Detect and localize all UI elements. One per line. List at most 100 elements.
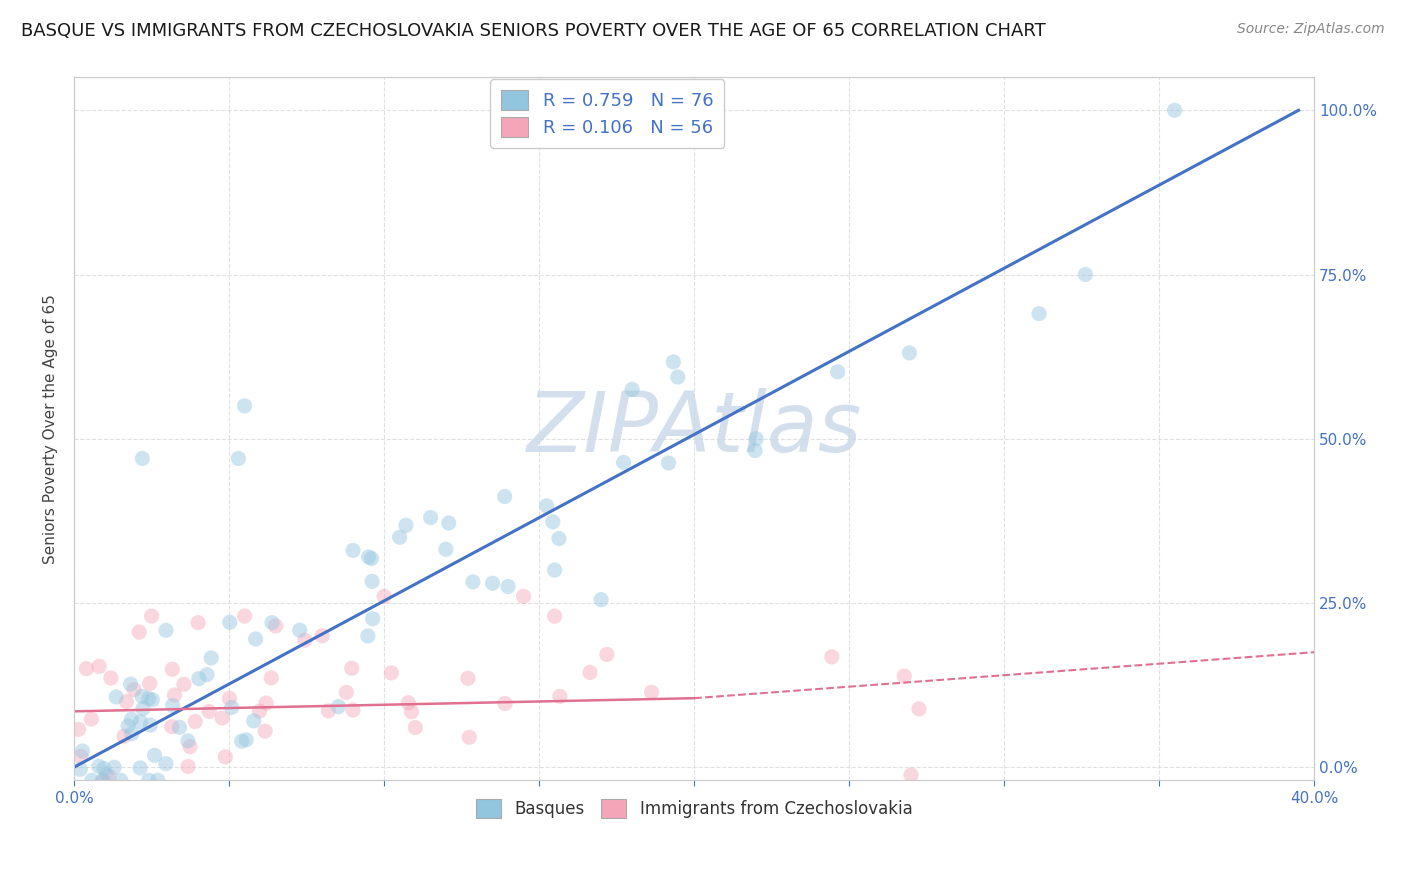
Point (357, 549, 380, 564)
Point (231, 734, 253, 748)
Point (264, 619, 287, 633)
Point (342, 703, 364, 717)
Point (184, 714, 207, 729)
Point (388, 530, 411, 544)
Point (543, 563, 565, 577)
Point (70, 749, 93, 764)
Point (541, 515, 564, 529)
Point (214, 750, 236, 764)
Point (179, 739, 201, 754)
Point (311, 629, 333, 643)
Point (512, 590, 534, 604)
Point (481, 576, 503, 591)
Point (548, 532, 571, 546)
Point (1028, 307, 1050, 321)
Point (288, 624, 311, 638)
Point (103, 760, 125, 774)
Point (98, 769, 121, 783)
Point (138, 691, 160, 706)
Point (245, 632, 267, 646)
Point (434, 542, 457, 557)
Point (160, 720, 183, 734)
Point (235, 732, 257, 747)
Point (155, 756, 177, 771)
Point (579, 665, 602, 680)
Y-axis label: Seniors Poverty Over the Age of 65: Seniors Poverty Over the Age of 65 (44, 294, 58, 564)
Point (373, 590, 395, 604)
Point (195, 667, 218, 681)
Point (548, 690, 571, 704)
Point (596, 648, 619, 662)
Point (128, 625, 150, 640)
Text: Source: ZipAtlas.com: Source: ZipAtlas.com (1237, 22, 1385, 37)
Point (893, 669, 915, 683)
Point (543, 609, 565, 624)
Point (143, 748, 166, 763)
Point (198, 705, 221, 719)
Point (120, 677, 142, 691)
Point (396, 696, 419, 710)
Point (177, 759, 200, 773)
Point (89, 659, 111, 673)
Point (745, 432, 768, 446)
Point (827, 365, 849, 379)
Point (254, 724, 277, 739)
Point (898, 346, 921, 360)
Point (494, 490, 516, 504)
Point (162, 662, 184, 676)
Point (260, 615, 283, 630)
Point (640, 685, 662, 699)
Text: ZIPAtlas: ZIPAtlas (526, 388, 862, 469)
Point (138, 773, 160, 788)
Point (457, 671, 479, 685)
Point (80, 712, 103, 726)
Point (200, 651, 222, 665)
Point (419, 510, 441, 524)
Point (96, 768, 118, 782)
Point (395, 518, 418, 533)
Point (173, 677, 195, 691)
Point (112, 729, 135, 743)
Point (318, 704, 340, 718)
Point (163, 688, 186, 702)
Point (294, 633, 316, 648)
Point (328, 699, 350, 714)
Point (131, 451, 153, 466)
Point (657, 456, 679, 470)
Point (613, 455, 636, 469)
Point (233, 399, 256, 413)
Point (87, 759, 110, 773)
Point (461, 574, 484, 589)
Point (67, 723, 90, 737)
Point (169, 720, 191, 734)
Point (243, 714, 266, 728)
Point (1074, 268, 1097, 282)
Point (131, 690, 153, 704)
Text: BASQUE VS IMMIGRANTS FROM CZECHOSLOVAKIA SENIORS POVERTY OVER THE AGE OF 65 CORR: BASQUE VS IMMIGRANTS FROM CZECHOSLOVAKIA… (21, 22, 1046, 40)
Point (401, 705, 423, 719)
Point (666, 370, 689, 384)
Point (138, 676, 160, 690)
Point (120, 712, 142, 726)
Point (187, 615, 209, 630)
Point (218, 615, 240, 630)
Point (260, 671, 283, 685)
Point (335, 685, 357, 699)
Point (72, 744, 94, 758)
Point (357, 629, 380, 643)
Point (100, 671, 122, 685)
Point (662, 355, 685, 369)
Point (122, 682, 145, 697)
Point (141, 692, 163, 706)
Point (1163, 103, 1185, 118)
Point (254, 696, 277, 710)
Point (129, 714, 152, 729)
Point (361, 574, 384, 589)
Point (155, 624, 177, 638)
Point (221, 700, 243, 714)
Point (115, 695, 138, 709)
Point (536, 499, 558, 513)
Point (129, 761, 152, 775)
Point (211, 711, 233, 725)
Point (908, 702, 931, 716)
